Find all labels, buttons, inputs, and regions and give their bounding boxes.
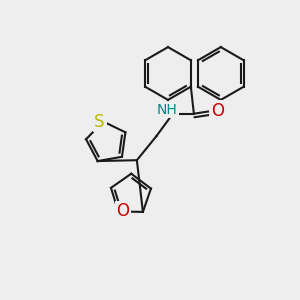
Text: O: O	[116, 202, 130, 220]
Text: NH: NH	[157, 103, 178, 117]
Text: S: S	[94, 112, 105, 130]
Text: O: O	[211, 102, 224, 120]
